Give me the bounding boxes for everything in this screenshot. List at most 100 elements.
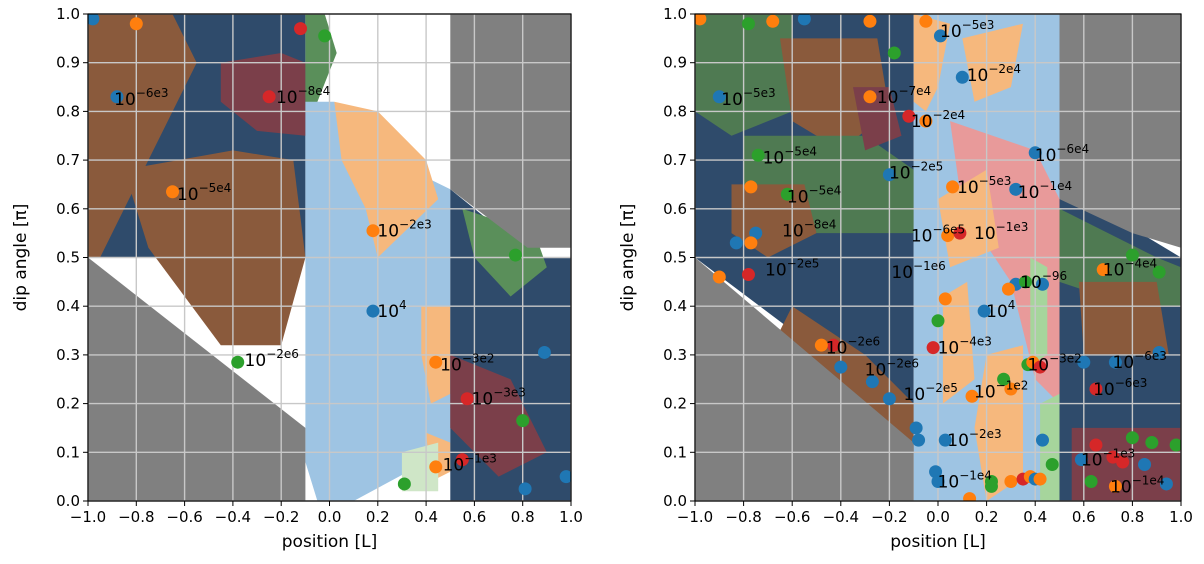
x-tick-label: 0.0 bbox=[926, 508, 950, 526]
data-point bbox=[460, 392, 474, 406]
data-point bbox=[712, 90, 726, 104]
annotation-label: 10−6e3 bbox=[1093, 376, 1147, 400]
annotation-label: 10−1e3 bbox=[974, 220, 1028, 244]
x-tick-label: −1.0 bbox=[677, 508, 713, 526]
data-point bbox=[938, 292, 952, 306]
region-15 bbox=[450, 14, 571, 248]
region-layer bbox=[88, 14, 571, 501]
x-tick-label: 1.0 bbox=[559, 508, 583, 526]
x-tick-label: 0.8 bbox=[511, 508, 535, 526]
data-point bbox=[1084, 475, 1098, 489]
data-point bbox=[997, 372, 1011, 386]
annotation-label: 10−5e4 bbox=[177, 181, 231, 205]
annotation-label: 10−5e3 bbox=[940, 18, 994, 42]
annotation-label: 10−1e3 bbox=[1081, 447, 1135, 471]
data-point bbox=[766, 14, 780, 28]
annotation-label: 10−2e5 bbox=[765, 257, 819, 281]
y-tick-label: 0.7 bbox=[56, 151, 80, 169]
data-point bbox=[1108, 479, 1122, 493]
annotation-label: 10−1e4 bbox=[938, 469, 992, 493]
x-tick-label: −0.4 bbox=[215, 508, 251, 526]
data-point bbox=[1159, 477, 1173, 491]
annotation-label: 10−2e6 bbox=[826, 335, 880, 359]
chart-1: −1.0 −0.8 −0.6 −0.4 −0.2 0.0 0.2 0.4 0.6 0.8 1.0 0.… bbox=[11, 5, 583, 552]
data-point bbox=[1089, 382, 1103, 396]
data-point bbox=[318, 29, 332, 43]
y-tick-label: 0.2 bbox=[56, 395, 80, 413]
annotation-label: 10−4e4 bbox=[1103, 257, 1157, 281]
data-point bbox=[1125, 431, 1139, 445]
data-point bbox=[1169, 438, 1181, 452]
annotation-label: 104 bbox=[986, 298, 1015, 322]
annotation-label: 10−2e4 bbox=[911, 108, 965, 132]
data-point bbox=[863, 90, 877, 104]
y-tick-label: 0.6 bbox=[56, 200, 80, 218]
annotation-label: 10−2e4 bbox=[967, 62, 1021, 86]
x-tick-label: −0.4 bbox=[823, 508, 859, 526]
data-point bbox=[1096, 263, 1110, 277]
y-tick-label: 0.9 bbox=[663, 54, 687, 72]
data-point bbox=[865, 375, 879, 389]
annotation-label: 104 bbox=[377, 298, 406, 322]
data-point bbox=[834, 360, 848, 374]
data-point bbox=[518, 482, 532, 496]
x-axis-label: position [L] bbox=[282, 532, 377, 552]
y-tick-label: 0.2 bbox=[663, 395, 687, 413]
data-point bbox=[1033, 472, 1047, 486]
data-point bbox=[129, 17, 143, 31]
y-tick-label: 1.0 bbox=[56, 5, 80, 23]
x-tick-label: 1.0 bbox=[1169, 508, 1193, 526]
data-point bbox=[294, 22, 308, 36]
region-22 bbox=[1059, 14, 1181, 248]
annotation-label: 10−3e2 bbox=[1027, 352, 1081, 376]
region-7 bbox=[334, 101, 439, 258]
data-point bbox=[744, 180, 758, 194]
annotation-label: 10−8e4 bbox=[782, 218, 836, 242]
data-point bbox=[429, 460, 443, 474]
data-point bbox=[827, 338, 841, 352]
data-point bbox=[397, 477, 411, 491]
annotation-label: 10−6e5 bbox=[911, 223, 965, 247]
chart-2: −1.0 −0.8 −0.6 −0.4 −0.2 0.0 0.2 0.4 0.6 0.8 1.0 0.… bbox=[618, 5, 1193, 552]
data-point bbox=[1004, 382, 1018, 396]
data-point bbox=[712, 270, 726, 284]
y-tick-label: 0.3 bbox=[663, 346, 687, 364]
y-tick-label: 0.9 bbox=[56, 54, 80, 72]
data-point bbox=[1138, 457, 1152, 471]
data-point bbox=[1125, 248, 1139, 262]
x-tick-label: 0.0 bbox=[318, 508, 342, 526]
data-point bbox=[1152, 265, 1166, 279]
y-tick-label: 0.5 bbox=[663, 249, 687, 267]
region-14 bbox=[88, 257, 306, 501]
data-point bbox=[1152, 345, 1166, 359]
data-point bbox=[231, 355, 245, 369]
data-point bbox=[1108, 355, 1122, 369]
y-tick-label: 0.8 bbox=[56, 102, 80, 120]
point-layer bbox=[695, 14, 1181, 501]
x-tick-label: −0.6 bbox=[774, 508, 810, 526]
y-tick-label: 1.0 bbox=[663, 5, 687, 23]
x-tick-label: −1.0 bbox=[70, 508, 106, 526]
data-point bbox=[977, 304, 991, 318]
data-point bbox=[953, 226, 967, 240]
data-point bbox=[931, 475, 945, 489]
data-point bbox=[955, 70, 969, 84]
data-point bbox=[963, 492, 977, 501]
y-tick-label: 0.4 bbox=[56, 297, 80, 315]
data-point bbox=[516, 414, 530, 428]
region-12 bbox=[938, 169, 999, 268]
annotation-label: 10−6e3 bbox=[1113, 349, 1167, 373]
data-point bbox=[882, 392, 896, 406]
data-point bbox=[508, 248, 522, 262]
annotation-label: 10−5e4 bbox=[763, 145, 817, 169]
axes-frame bbox=[87, 13, 572, 502]
data-point bbox=[729, 236, 743, 250]
annotation-label: 10−8e4 bbox=[276, 84, 330, 108]
annotation-label: 10−3e2 bbox=[440, 352, 494, 376]
data-point bbox=[882, 168, 896, 182]
data-point bbox=[1001, 282, 1015, 296]
x-tick-label: 0.4 bbox=[414, 508, 438, 526]
data-point bbox=[1116, 455, 1130, 469]
annotation-label: 10−5e3 bbox=[721, 86, 775, 110]
data-point bbox=[797, 14, 811, 26]
